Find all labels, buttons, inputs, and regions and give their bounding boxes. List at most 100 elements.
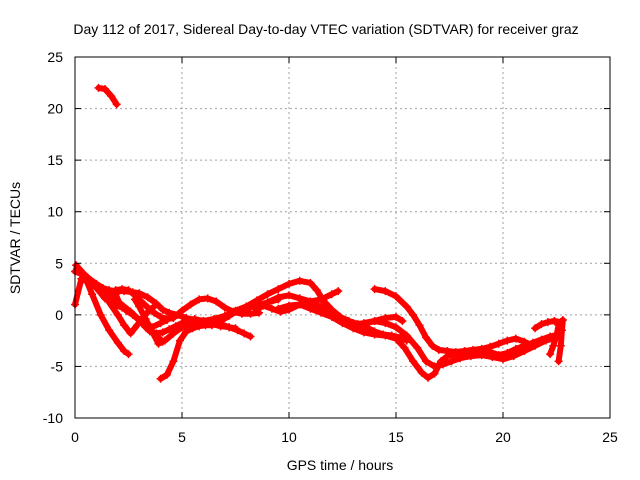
data-point-s13-10: [381, 331, 390, 340]
data-point-s11-4: [274, 285, 283, 294]
data-point-s12-2: [274, 293, 283, 302]
x-tick-label-3: 15: [388, 429, 404, 445]
y-tick-label-3: 5: [55, 255, 63, 271]
data-point-s7-6: [150, 308, 159, 317]
series-s1: [94, 83, 121, 109]
data-point-s14-15: [447, 357, 456, 366]
data-point-s14-10: [402, 331, 411, 340]
data-point-s14-16: [456, 354, 465, 363]
data-point-s18-0: [546, 350, 555, 359]
data-point-s4-3: [96, 310, 105, 319]
data-point-s14-2: [317, 304, 326, 313]
data-point-s15-11: [460, 347, 469, 355]
data-point-s14-11: [413, 343, 422, 352]
data-point-s4-6: [120, 347, 129, 355]
data-point-s8-1: [115, 300, 124, 309]
x-axis-label: GPS time / hours: [287, 457, 394, 473]
data-point-s7-9: [169, 314, 178, 322]
data-point-s17-1: [537, 320, 546, 329]
y-tick-label-0: -10: [43, 410, 63, 426]
data-point-s15-15: [494, 339, 503, 348]
data-point-s17-3: [550, 317, 559, 325]
data-point-s12-3: [285, 291, 293, 300]
data-point-s15-8: [434, 345, 443, 354]
data-point-s15-1: [381, 287, 390, 296]
data-point-s13-26: [511, 344, 520, 353]
data-point-s6-1: [83, 273, 92, 282]
data-point-s8-3: [128, 310, 137, 319]
data-point-s11-3: [263, 290, 272, 299]
data-point-s9-5: [160, 336, 169, 345]
data-point-s13-12: [400, 343, 409, 352]
data-point-s9-0: [130, 295, 139, 304]
chart-title: Day 112 of 2017, Sidereal Day-to-day VTE…: [73, 21, 578, 37]
data-point-s7-7: [156, 312, 165, 321]
data-point-s3-7: [133, 321, 142, 330]
data-point-s4-7: [124, 350, 133, 359]
data-point-s7-2: [124, 286, 133, 295]
data-point-s11-7: [306, 278, 315, 287]
data-point-s15-12: [469, 345, 477, 354]
data-point-s7-18: [246, 309, 255, 318]
data-point-s16-6: [398, 317, 407, 325]
y-tick-label-5: 15: [47, 152, 63, 168]
data-point-s7-10: [178, 306, 186, 315]
series-s16: [338, 312, 407, 329]
y-tick-label-6: 20: [47, 101, 63, 117]
data-point-s14-14: [439, 360, 448, 369]
data-point-s7-12: [195, 295, 204, 304]
data-point-s11-6: [295, 276, 304, 285]
series-group: [71, 83, 567, 383]
data-point-s6-9: [143, 293, 152, 302]
data-point-s8-9: [165, 325, 174, 334]
data-point-s14-17: [466, 352, 475, 361]
data-point-s16-2: [359, 320, 368, 329]
y-tick-label-4: 10: [47, 204, 63, 220]
data-point-s6-10: [152, 299, 161, 308]
data-point-s7-5: [143, 303, 152, 312]
data-point-s19-2: [557, 326, 566, 335]
data-point-s8-17: [225, 323, 234, 332]
data-point-s10-6: [195, 322, 204, 331]
data-point-s6-21: [240, 329, 249, 338]
data-point-s9-6: [169, 329, 178, 338]
data-point-s14-13: [430, 362, 439, 371]
data-point-s15-2: [392, 292, 400, 301]
data-point-s14-0: [295, 294, 304, 303]
data-point-s14-3: [327, 308, 336, 317]
data-point-s8-8: [158, 328, 167, 337]
data-point-s7-1: [118, 285, 127, 294]
data-point-s15-16: [503, 336, 512, 345]
data-point-s7-14: [212, 297, 221, 306]
data-point-s9-7: [178, 323, 186, 332]
data-point-s7-11: [186, 300, 195, 309]
data-point-s7-8: [163, 315, 171, 323]
data-point-s3-4: [113, 310, 122, 319]
data-point-s11-8: [312, 286, 321, 295]
data-point-s9-3: [148, 327, 156, 336]
data-point-s10-4: [182, 327, 191, 336]
data-point-s10-1: [163, 370, 171, 379]
x-tick-label-5: 25: [602, 429, 618, 445]
data-point-s16-1: [349, 319, 358, 328]
data-point-s15-9: [443, 347, 452, 355]
data-point-s13-13: [409, 357, 418, 366]
data-point-s3-6: [126, 329, 135, 338]
data-point-s6-22: [246, 332, 255, 341]
data-point-s1-1: [101, 85, 109, 93]
data-point-s10-10: [225, 311, 234, 320]
data-point-s12-7: [327, 290, 336, 299]
data-point-s16-4: [381, 314, 390, 322]
data-point-s10-8: [208, 321, 216, 330]
x-tick-label-4: 20: [495, 429, 511, 445]
data-point-s15-14: [486, 342, 495, 351]
data-point-s15-18: [520, 337, 529, 346]
data-point-s14-19: [488, 353, 497, 362]
data-point-s19-3: [558, 316, 567, 324]
data-point-s14-22: [520, 347, 529, 355]
data-point-s19-1: [556, 341, 565, 350]
data-point-s17-0: [531, 324, 540, 333]
data-point-s15-10: [451, 348, 460, 356]
